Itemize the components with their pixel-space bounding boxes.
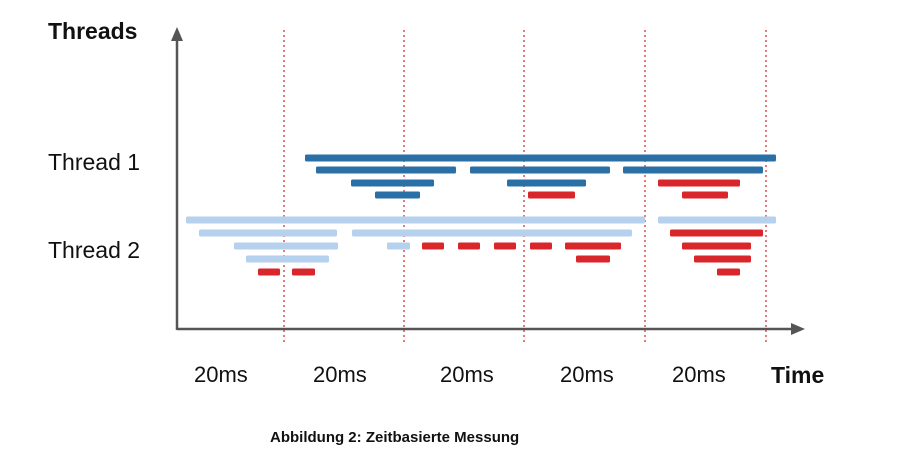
measurement-bar (658, 179, 740, 187)
interval-label: 20ms (560, 362, 614, 387)
interval-label: 20ms (440, 362, 494, 387)
measurement-bar (682, 191, 728, 199)
measurement-bar (682, 242, 751, 250)
thread-2-label: Thread 2 (48, 237, 141, 263)
measurement-bar (530, 242, 552, 250)
interval-label: 20ms (672, 362, 726, 387)
figure-caption: Abbildung 2: Zeitbasierte Messung (270, 429, 520, 446)
x-axis-arrow-icon (791, 323, 805, 335)
interval-label: 20ms (313, 362, 367, 387)
thread-1-call-bar (623, 166, 763, 174)
thread-2-call-bar (658, 216, 776, 224)
thread-1-call-bar (351, 179, 434, 187)
thread-1-label: Thread 1 (48, 149, 141, 175)
measurement-bar (694, 255, 751, 263)
measurement-bar (717, 268, 740, 276)
thread-1-call-bar (470, 166, 610, 174)
thread-2-call-bar (199, 229, 337, 237)
measurement-bar (494, 242, 516, 250)
measurement-bar (422, 242, 444, 250)
y-axis-arrow-icon (171, 27, 183, 41)
thread-2-call-bar (246, 255, 329, 263)
measurement-bar (528, 191, 575, 199)
thread-1-call-bar (507, 179, 586, 187)
y-axis-title: Threads (48, 18, 138, 44)
thread-1-call-bar (375, 191, 420, 199)
thread-2-call-bar (387, 242, 410, 250)
measurement-bar (670, 229, 763, 237)
measurement-bar (565, 242, 621, 250)
thread-2-call-bar (186, 216, 645, 224)
measurement-bar (576, 255, 610, 263)
measurement-bar (292, 268, 315, 276)
thread-1-call-bar (305, 154, 776, 162)
measurement-bar (458, 242, 480, 250)
thread-1-call-bar (316, 166, 456, 174)
measurement-bar (258, 268, 280, 276)
thread-2-call-bar (234, 242, 338, 250)
interval-label: 20ms (194, 362, 248, 387)
x-axis-title: Time (771, 362, 825, 388)
thread-2-call-bar (352, 229, 632, 237)
